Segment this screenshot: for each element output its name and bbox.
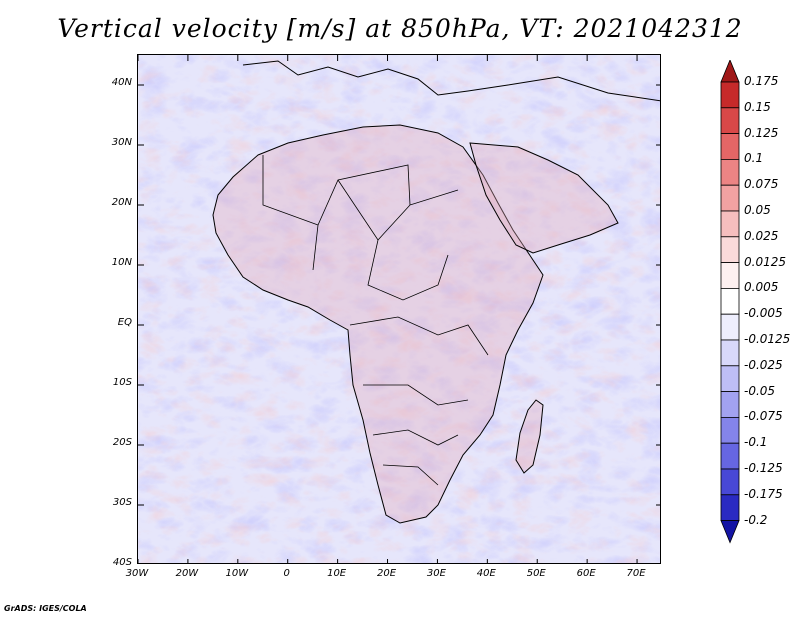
map-title: Vertical velocity [m/s] at 850hPa, VT: 2… <box>57 14 743 43</box>
colorbar-level-label: 0.05 <box>744 203 771 217</box>
colorbar-level-label: 0.0125 <box>744 254 786 269</box>
lon-tick-label: 10E <box>327 568 347 579</box>
lat-tick-label: EQ <box>117 317 132 328</box>
colorbar-level-label: 0.125 <box>744 125 779 140</box>
colorbar-segment <box>720 236 740 264</box>
europe-coastline <box>242 60 660 102</box>
lat-tick-label: 30S <box>112 497 132 508</box>
colorbar-level-label: -0.075 <box>744 409 783 424</box>
lat-tick-label: 20S <box>112 437 132 448</box>
colorbar-segment <box>720 262 740 289</box>
colorbar-segment <box>720 494 740 521</box>
positive-velocity-texture <box>138 55 660 563</box>
lon-tick-label: 60E <box>576 568 596 579</box>
colorbar-segment <box>720 133 740 160</box>
colorbar-segment <box>720 184 740 212</box>
colorbar-segment <box>720 210 740 238</box>
colorbar-segment <box>720 313 740 341</box>
colorbar-level-label: 0.175 <box>744 74 779 88</box>
lat-tick-label: 40S <box>112 557 132 568</box>
grads-credit: GrADS: IGES/COLA <box>4 604 87 613</box>
lat-tick-label: 30N <box>111 137 132 148</box>
lon-tick-label: 30W <box>125 568 149 579</box>
lat-tick-label: 10N <box>111 257 132 268</box>
colorbar-segment <box>720 365 740 392</box>
madagascar-coastline <box>515 399 544 474</box>
colorbar-level-label: 0.025 <box>744 228 779 243</box>
colorbar-level-label: -0.0125 <box>744 332 791 346</box>
lon-tick-label: 20E <box>376 568 397 579</box>
lon-tick-label: 0 <box>283 568 290 579</box>
colorbar-level-label: -0.125 <box>744 461 783 475</box>
colorbar-level-label: 0.1 <box>744 151 764 166</box>
colorbar-segment <box>720 81 740 109</box>
interior-borders <box>262 155 489 486</box>
colorbar-level-label: -0.1 <box>744 435 768 450</box>
lon-tick-label: 70E <box>626 568 646 579</box>
colorbar-segment <box>720 339 740 367</box>
lat-tick-label: 40N <box>111 77 132 88</box>
colorbar-min-triangle <box>720 520 740 544</box>
colorbar-segment <box>720 287 740 315</box>
lon-tick-label: 40E <box>476 568 496 579</box>
velocity-field-map <box>138 55 660 563</box>
lat-tick-label: 10S <box>112 377 132 388</box>
colorbar-level-label: 0.15 <box>744 99 771 114</box>
lon-tick-label: 50E <box>526 568 546 579</box>
colorbar-segment <box>720 442 740 470</box>
map-area <box>137 54 661 564</box>
lat-tick-label: 20N <box>111 197 132 208</box>
colorbar-level-label: 0.075 <box>744 177 779 192</box>
colorbar-segment <box>720 107 740 134</box>
colorbar-segment <box>720 391 740 418</box>
colorbar-segment <box>720 159 740 186</box>
colorbar-level-label: -0.2 <box>744 512 768 527</box>
arabia-coastline <box>469 142 619 254</box>
colorbar-level-label: 0.005 <box>744 280 779 295</box>
colorbar-level-label: -0.005 <box>744 306 783 321</box>
country-borders <box>212 60 660 524</box>
colorbar-level-label: -0.025 <box>744 357 783 372</box>
colorbar-level-label: -0.175 <box>744 486 783 501</box>
colorbar-max-triangle <box>720 60 740 83</box>
lon-tick-label: 10W <box>225 568 249 579</box>
lon-tick-label: 30E <box>426 568 446 579</box>
colorbar-segment <box>720 468 740 496</box>
lon-tick-label: 20W <box>175 568 199 579</box>
colorbar <box>720 60 740 544</box>
colorbar-segment <box>720 416 740 444</box>
colorbar-level-label: -0.05 <box>744 383 776 398</box>
